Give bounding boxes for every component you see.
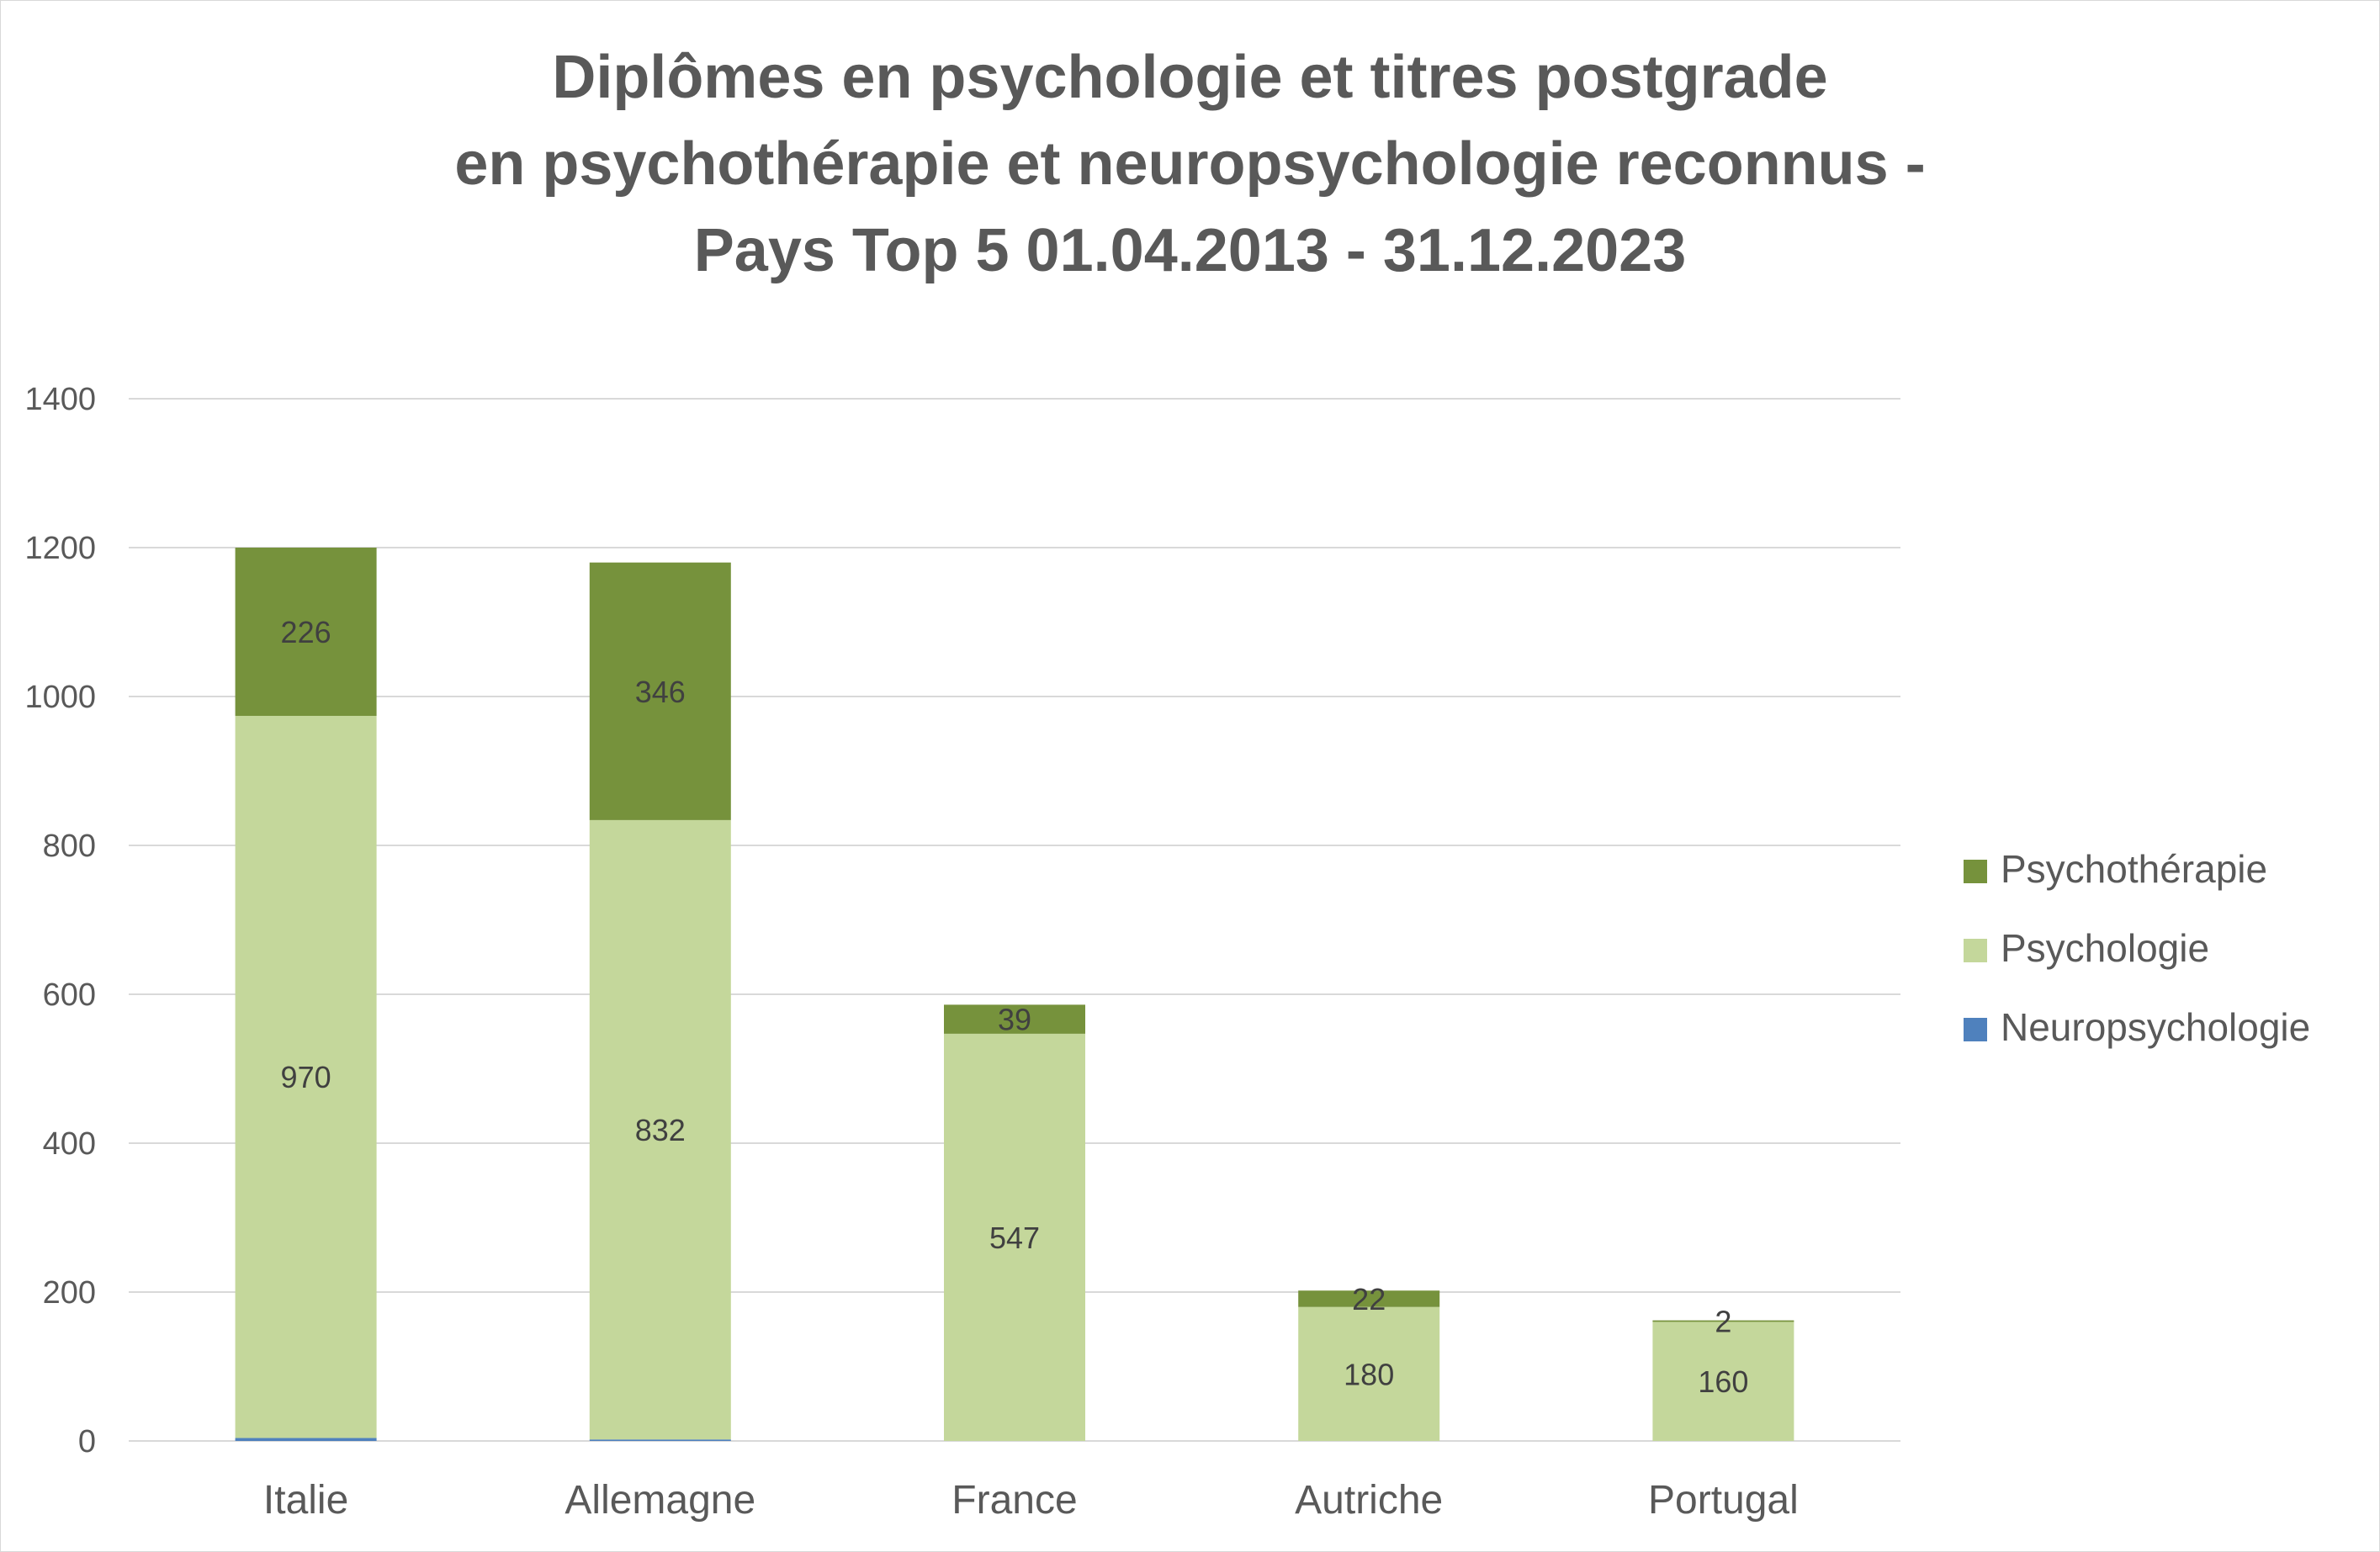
data-labels: 970 226 832 346 547 39 180 22 160 2: [281, 615, 1749, 1399]
chart-title: Diplômes en psychologie et titres postgr…: [1, 34, 2379, 294]
data-label-psychologie-allemagne: 832: [635, 1113, 686, 1147]
y-tick-label-400: 400: [43, 1126, 96, 1162]
bar-psychologie-autriche: [1298, 1306, 1440, 1441]
data-label-psychologie-italie: 970: [281, 1060, 331, 1094]
legend-swatch-psychotherapie: [1964, 860, 1987, 883]
y-axis-ticks: 0 200 400 600 800 1000 1200 1400: [24, 382, 96, 1459]
chart-title-line-1: Diplômes en psychologie et titres postgr…: [552, 44, 1828, 111]
x-category-label-portugal: Portugal: [1648, 1478, 1799, 1523]
bar-psychotherapie-france: [944, 1004, 1085, 1034]
y-tick-label-1200: 1200: [24, 531, 96, 566]
bar-neuropsychologie-italie: [235, 1438, 377, 1441]
legend-swatch-psychologie: [1964, 939, 1987, 962]
data-label-psychologie-france: 547: [989, 1221, 1040, 1255]
bar-psychologie-portugal: [1652, 1322, 1794, 1441]
x-category-label-italie: Italie: [263, 1478, 348, 1523]
x-category-label-france: France: [951, 1478, 1077, 1523]
chart-title-line-2: en psychothérapie et neuropsychologie re…: [454, 130, 1926, 198]
legend-swatch-neuropsychologie: [1964, 1018, 1987, 1041]
bar-psychologie-italie: [235, 716, 377, 1438]
legend-label-psychologie: Psychologie: [2001, 926, 2209, 970]
legend-label-neuropsychologie: Neuropsychologie: [2001, 1005, 2310, 1049]
bar-psychotherapie-allemagne: [589, 562, 731, 820]
y-tick-label-600: 600: [43, 977, 96, 1013]
y-tick-label-1400: 1400: [24, 382, 96, 417]
data-label-psychologie-portugal: 160: [1698, 1364, 1748, 1399]
bars: [235, 548, 1794, 1441]
data-label-psychologie-autriche: 180: [1344, 1357, 1394, 1391]
data-label-psychotherapie-autriche: 22: [1352, 1282, 1386, 1316]
bar-psychologie-allemagne: [589, 819, 731, 1440]
x-category-label-allemagne: Allemagne: [565, 1478, 755, 1523]
bar-psychologie-france: [944, 1033, 1085, 1441]
bar-psychotherapie-italie: [235, 548, 377, 717]
legend: Psychothérapie Psychologie Neuropsychologi…: [1964, 847, 2310, 1049]
y-tick-label-1000: 1000: [24, 680, 96, 715]
bar-neuropsychologie-allemagne: [589, 1439, 731, 1441]
data-label-psychotherapie-italie: 226: [281, 615, 331, 649]
x-category-label-autriche: Autriche: [1295, 1478, 1443, 1523]
x-axis-categories: Italie Allemagne France Autriche Portugal: [263, 1478, 1799, 1523]
bar-psychotherapie-autriche: [1298, 1290, 1440, 1307]
bar-psychotherapie-portugal: [1652, 1320, 1794, 1322]
legend-label-psychotherapie: Psychothérapie: [2001, 847, 2267, 891]
data-label-psychotherapie-france: 39: [998, 1003, 1031, 1037]
data-label-psychotherapie-portugal: 2: [1715, 1305, 1731, 1339]
y-tick-label-0: 0: [78, 1424, 96, 1459]
chart-title-line-3: Pays Top 5 01.04.2013 - 31.12.2023: [693, 217, 1687, 284]
data-label-psychotherapie-allemagne: 346: [635, 675, 686, 709]
y-tick-label-800: 800: [43, 829, 96, 864]
y-tick-label-200: 200: [43, 1275, 96, 1311]
